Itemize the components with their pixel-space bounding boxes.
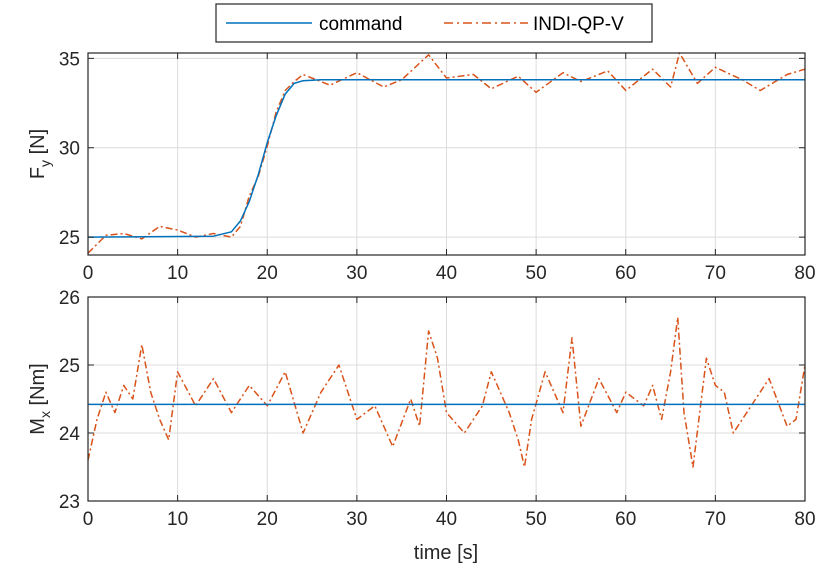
top-xtick-label: 10	[167, 263, 188, 284]
bottom-y-ticks: 23 24 25 26	[59, 288, 805, 513]
top-xtick-label: 80	[794, 263, 815, 284]
top-xtick-label: 50	[526, 263, 547, 284]
top-xtick-label: 40	[436, 263, 457, 284]
top-xtick-label: 70	[705, 263, 726, 284]
bottom-y-label-unit: [Nm]	[27, 363, 49, 411]
bottom-y-label-main: M	[27, 418, 49, 435]
bottom-grid	[87, 296, 806, 502]
top-x-ticks: 0 10 20 30 40 50 60 70 80	[83, 53, 816, 284]
legend: command INDI-QP-V	[215, 3, 653, 43]
top-xtick-label: 30	[346, 263, 367, 284]
top-y-ticks: 25 30 35	[59, 49, 805, 249]
top-grid	[87, 53, 806, 255]
bottom-ytick-label: 25	[59, 356, 80, 377]
bottom-panel: 0 10 20 30 40 50 60 70 80 23 24 25 26 Mx [Nm] time …	[27, 288, 816, 564]
top-y-axis-label: Fy [N]	[27, 129, 53, 179]
legend-indi-label: INDI-QP-V	[533, 14, 624, 35]
top-y-label-main: F	[27, 167, 49, 179]
bottom-ytick-label: 24	[59, 424, 81, 445]
legend-command-label: command	[319, 14, 402, 35]
top-series-indi-qp-v	[87, 52, 806, 254]
bottom-y-label-sub: x	[37, 411, 53, 418]
bottom-xtick-label: 80	[794, 509, 815, 530]
bottom-xtick-label: 70	[705, 509, 726, 530]
top-xtick-label: 60	[615, 263, 636, 284]
bottom-xtick-label: 60	[615, 509, 636, 530]
bottom-xtick-label: 10	[167, 509, 188, 530]
bottom-ytick-label: 23	[59, 492, 80, 513]
top-y-label-sub: y	[37, 160, 53, 167]
bottom-xtick-label: 0	[83, 509, 94, 530]
bottom-xtick-label: 40	[436, 509, 457, 530]
top-ytick-label: 35	[59, 49, 80, 70]
top-y-label-unit: [N]	[27, 129, 49, 160]
bottom-xtick-label: 50	[526, 509, 547, 530]
bottom-y-axis-label: Mx [Nm]	[27, 363, 53, 434]
bottom-x-ticks: 0 10 20 30 40 50 60 70 80	[83, 297, 816, 530]
bottom-series	[87, 316, 806, 468]
bottom-xtick-label: 20	[257, 509, 278, 530]
bottom-ytick-label: 26	[59, 288, 80, 309]
top-panel: 0 10 20 30 40 50 60 70 80 25 30 35 Fy [N]	[27, 49, 816, 284]
top-ytick-label: 25	[59, 228, 80, 249]
top-xtick-label: 20	[257, 263, 278, 284]
top-ytick-label: 30	[59, 139, 80, 160]
top-xtick-label: 0	[83, 263, 94, 284]
top-series	[87, 52, 806, 254]
bottom-xtick-label: 30	[346, 509, 367, 530]
x-axis-label: time [s]	[414, 542, 478, 564]
top-series-command	[87, 79, 805, 238]
